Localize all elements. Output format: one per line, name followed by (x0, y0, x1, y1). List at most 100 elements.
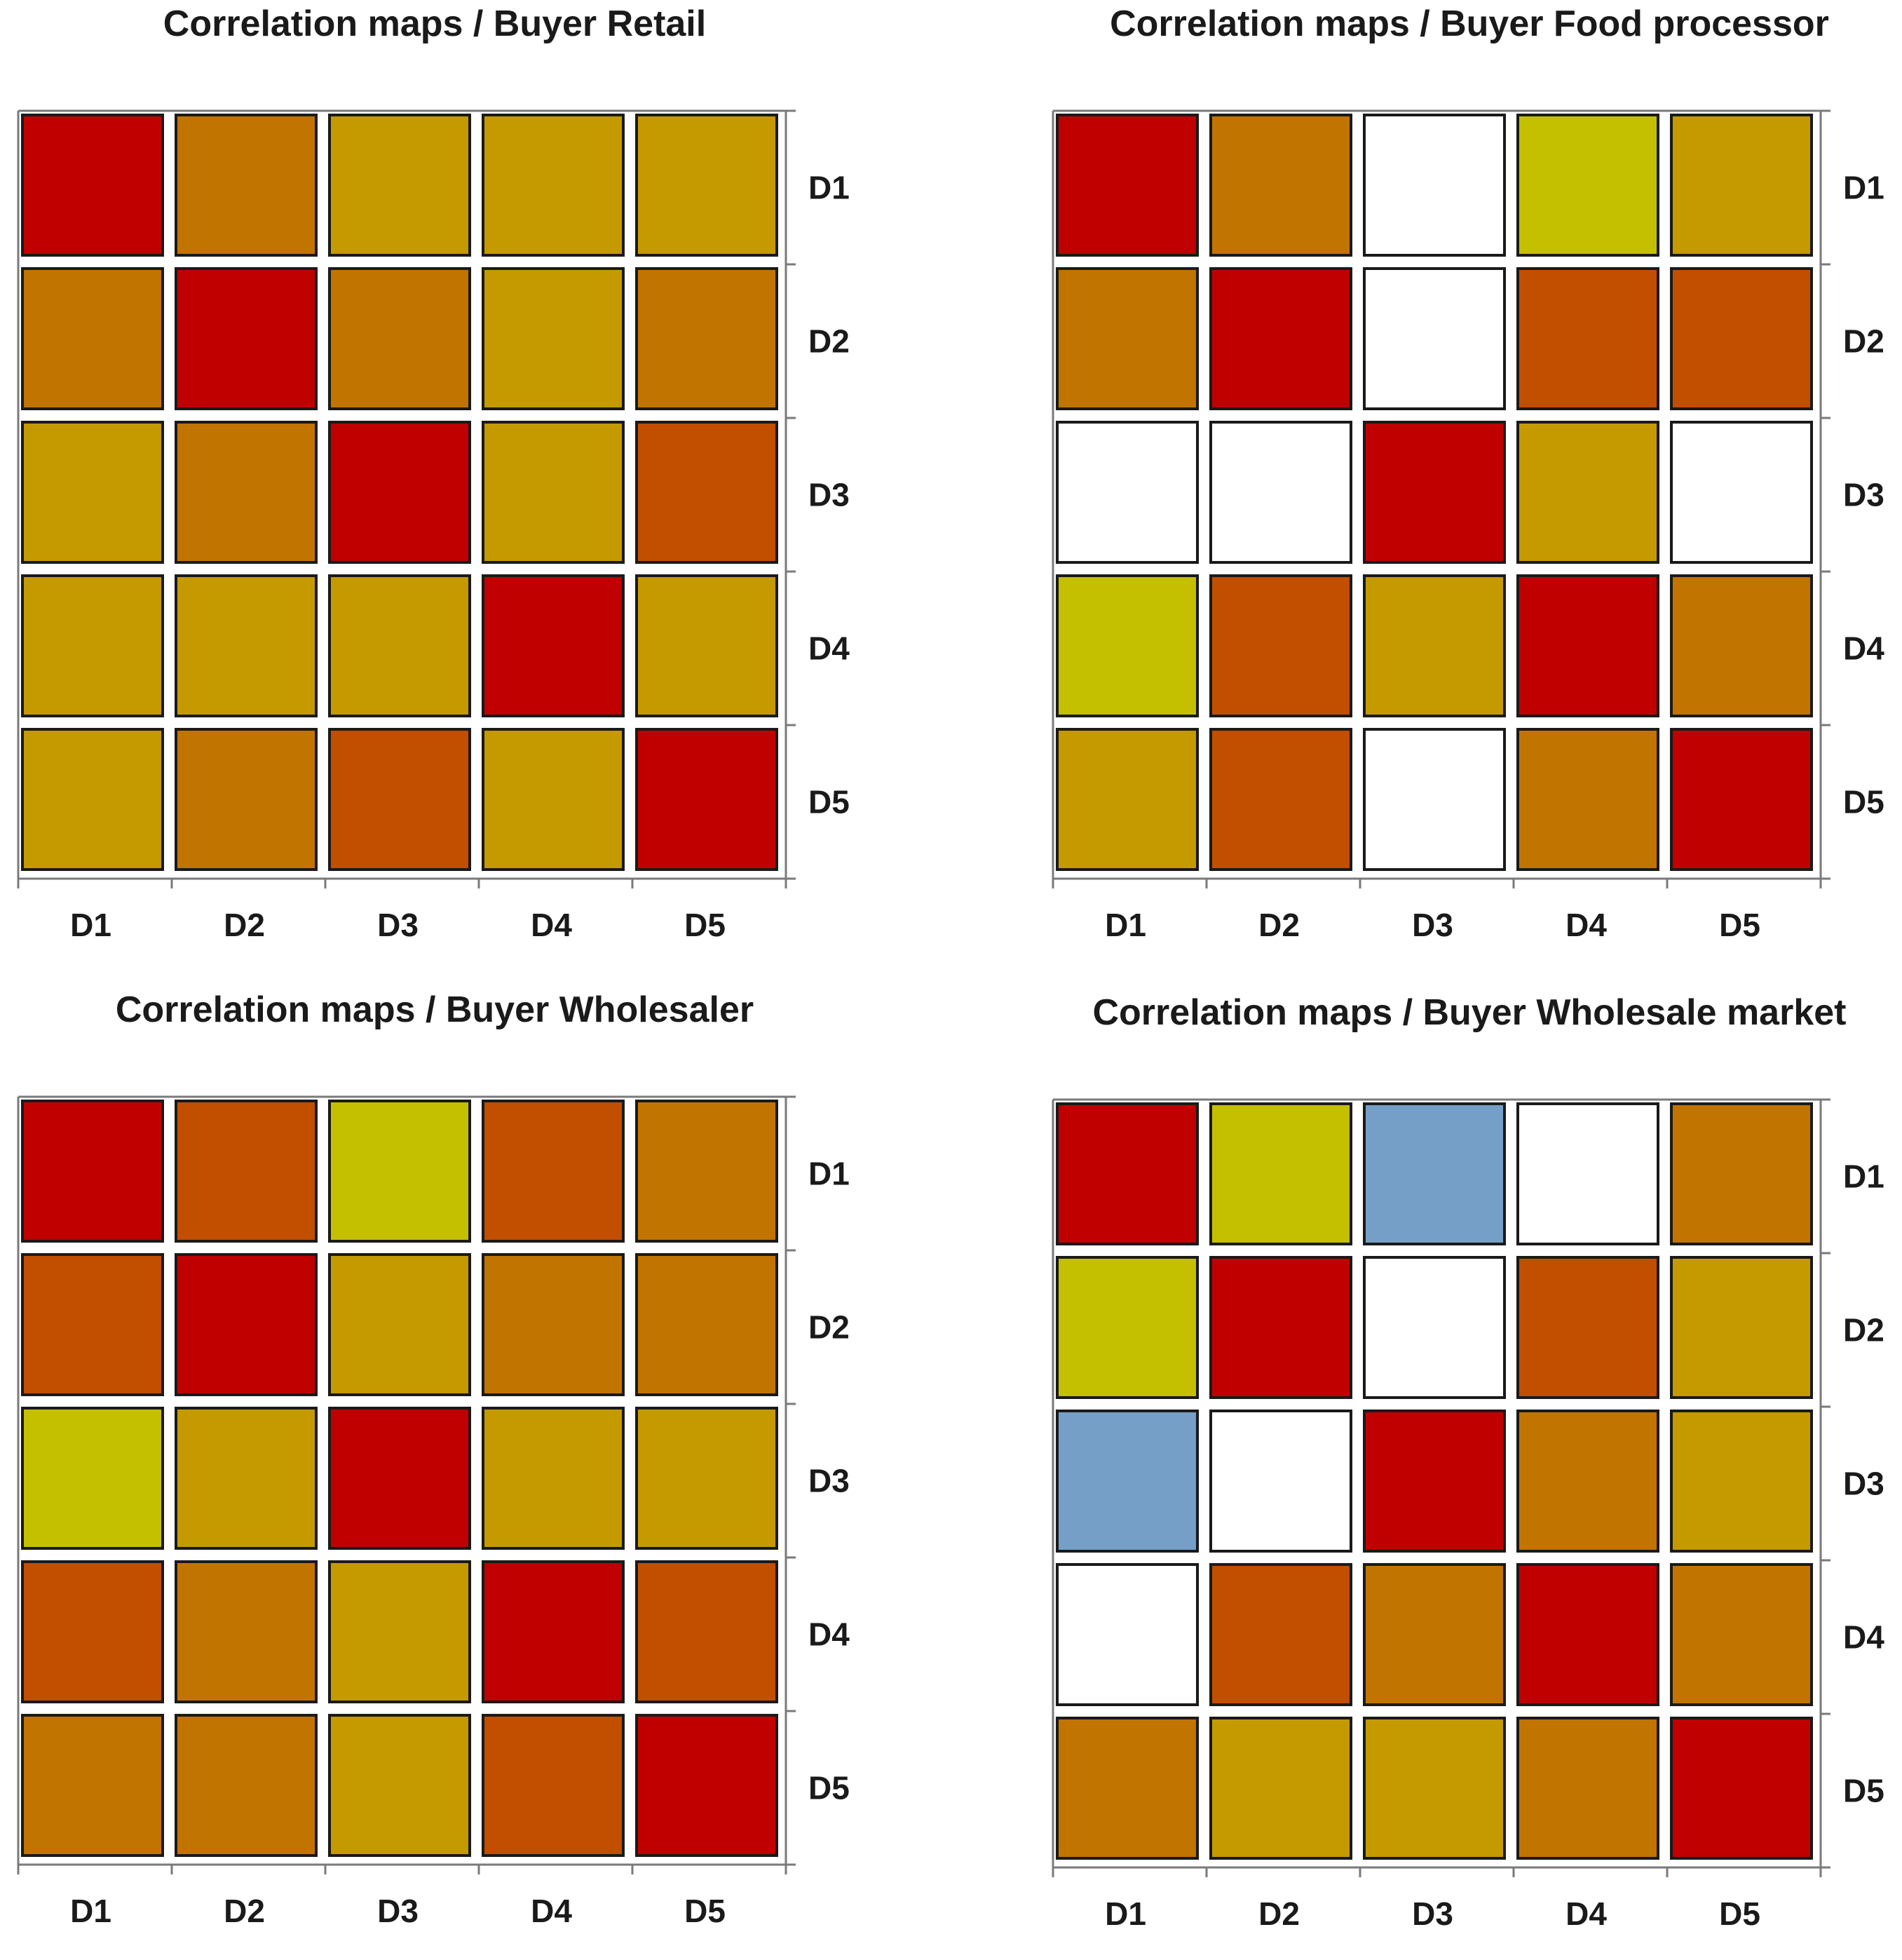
heatmap-cell-d1-d2 (175, 114, 318, 257)
y-tick-label: D3 (1843, 1466, 1884, 1502)
heatmap-cell-d4-d3 (328, 1560, 471, 1703)
heatmap-cell-d4-d1 (1056, 1563, 1199, 1706)
x-tick-label: D3 (1412, 1895, 1453, 1932)
heatmap-cell-d5-d4 (1516, 728, 1659, 871)
heatmap-cell-d2-d2 (1209, 1256, 1352, 1399)
heatmap-cell-d5-d5 (635, 1714, 778, 1857)
y-tick-label: D1 (1843, 170, 1884, 206)
heatmap-cell-d3-d4 (1516, 421, 1659, 564)
heatmap-cell-d3-d5 (635, 421, 778, 564)
heatmap-cell-d4-d5 (635, 574, 778, 717)
heatmap-cell-d5-d1 (21, 1714, 164, 1857)
heatmap-cell-d2-d4 (1516, 267, 1659, 410)
heatmap-panel-wholesale-market: Correlation maps / Buyer Wholesale marke… (1035, 989, 1902, 1960)
heatmap-cell-d3-d4 (482, 421, 625, 564)
heatmap-cell-d5-d4 (1516, 1717, 1659, 1860)
heatmap-cell-d3-d3 (328, 1407, 471, 1550)
heatmap-cell-d3-d4 (482, 1407, 625, 1550)
heatmap-cell-d2-d5 (635, 1253, 778, 1396)
heatmap-cell-d3-d4 (1516, 1410, 1659, 1553)
heatmap-cell-d5-d2 (1209, 1717, 1352, 1860)
heatmap-cell-d2-d1 (21, 267, 164, 410)
y-tick-label: D1 (808, 1156, 850, 1192)
heatmap-cell-d2-d3 (1363, 267, 1506, 410)
heatmap-cell-d3-d1 (21, 421, 164, 564)
heatmap-cell-d4-d5 (635, 1560, 778, 1703)
heatmap-cell-d1-d3 (1363, 114, 1506, 257)
y-tick-label: D5 (808, 1770, 850, 1806)
heatmap-cell-d2-d2 (1209, 267, 1352, 410)
heatmap-cell-d3-d2 (175, 421, 318, 564)
x-tick-label: D3 (377, 1893, 419, 1929)
heatmap-cell-d1-d4 (1516, 1102, 1659, 1245)
x-tick-label: D4 (531, 1893, 572, 1929)
x-tick-label: D2 (1258, 1895, 1300, 1932)
heatmap-cell-d1-d2 (1209, 114, 1352, 257)
y-tick-label: D2 (1843, 323, 1884, 360)
heatmap-cell-d1-d1 (21, 114, 164, 257)
heatmap-cell-d4-d4 (1516, 574, 1659, 717)
y-tick-label: D5 (1843, 1773, 1884, 1809)
y-tick-label: D2 (808, 323, 850, 360)
heatmap-cell-d5-d3 (1363, 1717, 1506, 1860)
heatmap-cell-d2-d1 (21, 1253, 164, 1396)
heatmap-cell-d2-d3 (328, 267, 471, 410)
heatmap-cell-d5-d2 (1209, 728, 1352, 871)
heatmap-cell-d2-d5 (635, 267, 778, 410)
heatmap-cell-d4-d2 (1209, 1563, 1352, 1706)
heatmap-cell-d5-d4 (482, 728, 625, 871)
heatmap-cell-d4-d3 (328, 574, 471, 717)
heatmap-cell-d4-d5 (1670, 574, 1813, 717)
heatmap-cell-d5-d5 (1670, 1717, 1813, 1860)
chart-title: Correlation maps / Buyer Food processor (1110, 4, 1829, 44)
heatmap-cell-d4-d3 (1363, 1563, 1506, 1706)
heatmap-cell-d4-d1 (1056, 574, 1199, 717)
heatmap-cell-d1-d5 (1670, 114, 1813, 257)
heatmap-cell-d2-d4 (1516, 1256, 1659, 1399)
heatmap-cell-d5-d2 (175, 1714, 318, 1857)
x-tick-label: D3 (377, 907, 419, 943)
y-tick-label: D4 (1843, 630, 1884, 667)
x-tick-label: D3 (1412, 907, 1453, 943)
x-tick-label: D5 (1719, 907, 1760, 943)
heatmap-cell-d1-d2 (175, 1100, 318, 1243)
heatmap-cell-d4-d3 (1363, 574, 1506, 717)
heatmap-cell-d3-d2 (175, 1407, 318, 1550)
heatmap-panel-retail: Correlation maps / Buyer Retail D1 D2 D3 D4… (0, 0, 951, 971)
y-tick-label: D5 (1843, 784, 1884, 820)
chart-title: Correlation maps / Buyer Retail (163, 4, 707, 44)
heatmap-svg: D1 D2 D3 D4 D5 D1 D2 D3 D4 D5 (17, 109, 850, 943)
heatmap-svg: D1 D2 D3 D4 D5 D1 D2 D3 D4 D5 (17, 1095, 850, 1929)
x-tick-label: D4 (1565, 1895, 1607, 1932)
heatmap-cell-d3-d2 (1209, 421, 1352, 564)
heatmap-cell-d1-d5 (1670, 1102, 1813, 1245)
heatmap-cell-d4-d4 (482, 574, 625, 717)
heatmap-cell-d5-d2 (175, 728, 318, 871)
heatmap-cell-d2-d3 (1363, 1256, 1506, 1399)
heatmap-cell-d5-d1 (1056, 1717, 1199, 1860)
y-tick-label: D5 (808, 784, 850, 820)
heatmap-panel-food-processor: Correlation maps / Buyer Food processor … (1035, 0, 1902, 971)
heatmap-cell-d1-d2 (1209, 1102, 1352, 1245)
heatmap-cell-d4-d5 (1670, 1563, 1813, 1706)
heatmap-cell-d3-d2 (1209, 1410, 1352, 1553)
x-tick-label: D5 (684, 1893, 726, 1929)
x-tick-label: D4 (1565, 907, 1607, 943)
heatmap-cell-d1-d1 (1056, 1102, 1199, 1245)
y-tick-label: D4 (808, 1616, 850, 1653)
heatmap-cell-d1-d3 (328, 114, 471, 257)
heatmap-cell-d5-d5 (1670, 728, 1813, 871)
heatmap-cell-d3-d1 (1056, 1410, 1199, 1553)
y-tick-label: D4 (808, 630, 850, 667)
heatmap-cell-d4-d2 (175, 574, 318, 717)
heatmap-cell-d3-d5 (1670, 421, 1813, 564)
heatmap-cell-d1-d1 (1056, 114, 1199, 257)
heatmap-cell-d5-d4 (482, 1714, 625, 1857)
y-tick-label: D4 (1843, 1619, 1884, 1656)
heatmap-cell-d1-d4 (1516, 114, 1659, 257)
x-tick-label: D2 (1258, 907, 1300, 943)
heatmap-cell-d2-d5 (1670, 1256, 1813, 1399)
heatmap-cell-d5-d3 (1363, 728, 1506, 871)
heatmap-cell-d4-d2 (175, 1560, 318, 1703)
heatmap-cell-d1-d1 (21, 1100, 164, 1243)
